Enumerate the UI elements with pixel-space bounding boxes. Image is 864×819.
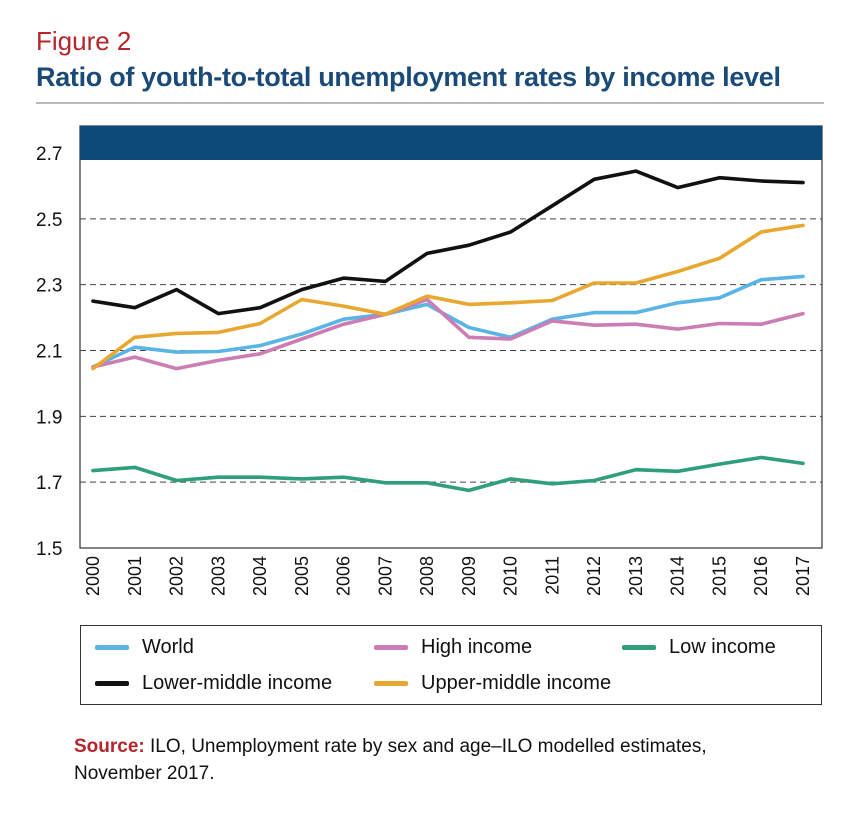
y-tick-label: 1.7 [36, 473, 62, 494]
x-tick-label: 2004 [250, 556, 270, 596]
x-tick-label: 2012 [584, 556, 604, 596]
legend-label-world: World [142, 636, 194, 658]
x-tick-label: 2015 [709, 556, 729, 596]
x-tick-label: 2008 [417, 556, 437, 596]
source-note: Source: ILO, Unemployment rate by sex an… [74, 733, 794, 787]
x-tick-label: 2014 [668, 556, 688, 596]
legend-label-lower-middle-income: Lower-middle income [142, 672, 333, 694]
title-divider [36, 102, 824, 104]
x-tick-label: 2001 [125, 556, 145, 596]
x-tick-label: 2009 [459, 556, 479, 596]
x-axis-ticks: 2000 2001 2002 2003 2004 2005 2006 2007 2008 2009… [83, 556, 813, 596]
series-line-world [91, 274, 805, 369]
x-tick-label: 2006 [334, 556, 354, 596]
legend-item-world: World [95, 636, 194, 659]
legend-swatch-world [95, 645, 129, 650]
legend-swatch-upper-middle-income [374, 681, 408, 686]
y-tick-label: 1.5 [36, 539, 62, 560]
series-line-low-income [91, 455, 805, 493]
y-axis-ticks: 1.5 1.7 1.9 2.1 2.3 2.5 2.7 [36, 144, 62, 560]
x-tick-label: 2011 [542, 556, 562, 595]
source-label: Source: [74, 736, 145, 757]
legend-item-low-income: Low income [622, 636, 776, 659]
y-tick-label: 2.7 [36, 144, 62, 165]
y-tick-label: 2.5 [36, 210, 62, 231]
x-tick-label: 2000 [83, 556, 103, 596]
x-tick-label: 2010 [501, 556, 521, 596]
legend-label-low-income: Low income [669, 636, 776, 658]
y-tick-label: 2.1 [36, 342, 62, 363]
series-line-upper-middle-income [91, 223, 805, 371]
plot-area [79, 125, 823, 549]
y-tick-label: 1.9 [36, 407, 62, 428]
series-line-lower-middle-income [91, 169, 805, 316]
x-tick-label: 2005 [292, 556, 312, 596]
legend-item-upper-middle-income: Upper-middle income [374, 672, 611, 695]
legend-label-upper-middle-income: Upper-middle income [421, 672, 612, 694]
legend: World High income Low income Lower-middl… [80, 625, 822, 705]
y-tick-label: 2.3 [36, 276, 62, 297]
x-tick-label: 2007 [375, 556, 395, 596]
x-tick-label: 2017 [793, 556, 813, 596]
source-text: ILO, Unemployment rate by sex and age–IL… [74, 736, 707, 784]
legend-item-lower-middle-income: Lower-middle income [95, 672, 332, 695]
legend-item-high-income: High income [374, 636, 532, 659]
header-band [80, 126, 822, 160]
figure-title: Ratio of youth-to-total unemployment rat… [36, 62, 781, 92]
legend-swatch-high-income [374, 645, 408, 650]
series-line-high-income [91, 297, 805, 371]
x-tick-label: 2003 [208, 556, 228, 596]
legend-label-high-income: High income [421, 636, 533, 658]
x-tick-label: 2016 [751, 556, 771, 596]
x-tick-label: 2002 [167, 556, 187, 596]
legend-swatch-low-income [622, 645, 656, 650]
figure-label: Figure 2 [36, 26, 132, 56]
legend-swatch-lower-middle-income [95, 681, 129, 686]
x-tick-label: 2013 [626, 556, 646, 596]
series-lines [91, 169, 805, 493]
